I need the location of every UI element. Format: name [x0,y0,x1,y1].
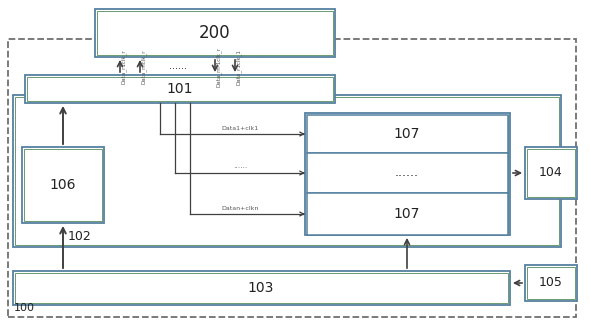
Text: 104: 104 [539,166,563,179]
Bar [25,75,335,103]
Text: Data_rnclk_r: Data_rnclk_r [141,50,147,84]
Text: 107: 107 [394,127,420,141]
Text: ......: ...... [233,161,247,170]
Text: 101: 101 [167,82,194,96]
Text: 107: 107 [394,207,420,221]
Text: Data_r1clk_r: Data_r1clk_r [121,50,127,84]
Bar [15,273,508,303]
Bar [307,115,508,153]
Text: 100: 100 [14,303,35,313]
Bar [97,11,333,55]
Text: Datan+clkn: Datan+clkn [221,206,258,211]
Bar [95,9,335,57]
Bar [525,265,577,301]
Text: 106: 106 [50,178,76,192]
Text: 102: 102 [68,230,92,243]
Bar [527,267,575,299]
Bar [307,153,508,193]
Bar [27,77,333,101]
Text: ......: ...... [395,166,419,179]
Bar [13,95,561,247]
Text: Data_rn-1clk_r: Data_rn-1clk_r [216,47,222,87]
Bar [525,147,577,199]
Text: ......: ...... [169,61,187,71]
Bar [15,97,559,245]
Bar [305,113,510,235]
Bar [22,147,104,223]
Bar [307,193,508,235]
Bar [307,115,508,233]
Text: Data_r1clk_1: Data_r1clk_1 [236,49,242,85]
Text: 105: 105 [539,277,563,290]
Text: 200: 200 [199,24,231,42]
Bar [13,271,510,305]
Text: 103: 103 [248,281,274,295]
Text: Data1+clk1: Data1+clk1 [221,126,258,131]
Bar [527,149,575,197]
Bar [24,149,102,221]
Bar [8,39,576,317]
